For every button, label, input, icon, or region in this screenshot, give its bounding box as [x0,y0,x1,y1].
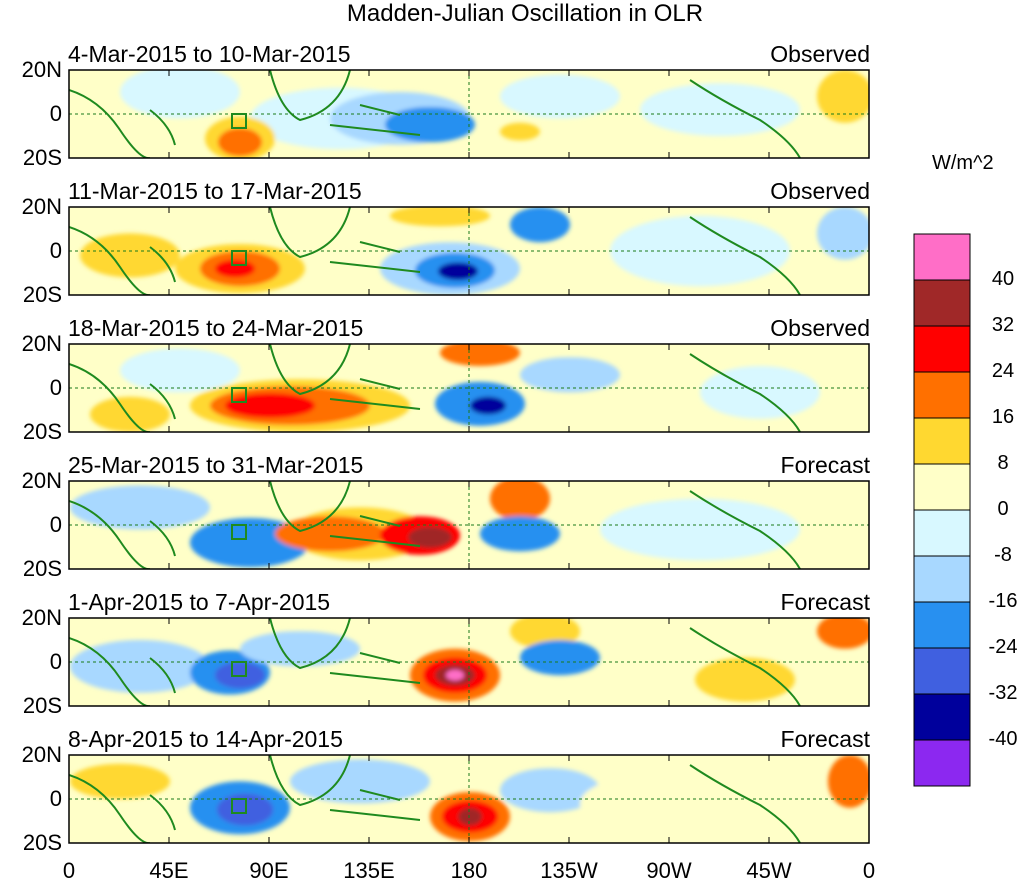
map-panel-2 [68,206,870,296]
panel-2-kind: Observed [770,178,870,204]
colorbar-swatch [913,233,971,281]
lat-label: 20S [22,693,62,718]
lon-label: 180 [450,858,488,883]
colorbar-level: -40 [988,728,1018,750]
colorbar-level: -8 [994,544,1012,566]
colorbar-level: 24 [991,360,1015,382]
lat-label: 20N [21,605,62,630]
map-panel-1 [68,69,870,159]
colorbar-level: 32 [991,314,1015,336]
colorbar-level: 8 [997,452,1009,474]
lon-label: 0 [862,858,876,883]
lat-label: 20S [22,145,62,170]
panel-4-kind: Forecast [780,452,870,478]
colorbar-swatch [913,279,971,327]
colorbar-level: 16 [991,406,1015,428]
panel-6-kind: Forecast [780,726,870,752]
lat-label: 0 [49,649,62,674]
lat-label: 0 [49,786,62,811]
lat-label: 0 [49,512,62,537]
colorbar-level: -16 [988,590,1018,612]
map-panel-5 [68,617,870,707]
panel-2-date: 11-Mar-2015 to 17-Mar-2015 [68,178,362,204]
colorbar [913,233,971,787]
figure-title: Madden-Julian Oscillation in OLR [346,0,704,27]
colorbar-swatch [913,417,971,465]
map-panel-4 [68,480,870,570]
colorbar-swatch [913,371,971,419]
colorbar-swatch [913,601,971,649]
panel-5-kind: Forecast [780,589,870,615]
colorbar-swatch [913,739,971,787]
lat-label: 20S [22,556,62,581]
lon-label: 45E [149,858,189,883]
lat-label: 20S [22,282,62,307]
colorbar-level: 0 [997,498,1009,520]
lat-label: 0 [49,375,62,400]
panel-1-kind: Observed [770,41,870,67]
lon-label: 90E [249,858,289,883]
panel-3-kind: Observed [770,315,870,341]
colorbar-level: 40 [991,268,1015,290]
lat-label: 20N [21,194,62,219]
lat-label: 20N [21,742,62,767]
colorbar-swatch [913,693,971,741]
lat-label: 20N [21,468,62,493]
panel-4-date: 25-Mar-2015 to 31-Mar-2015 [68,452,364,478]
lon-label: 45W [746,858,792,883]
colorbar-swatch [913,325,971,373]
map-panel-6 [68,754,870,844]
lat-label: 20S [22,419,62,444]
lon-label: 135W [540,858,598,883]
lat-label: 20N [21,57,62,82]
colorbar-swatch [913,463,971,511]
lat-label: 20N [21,331,62,356]
colorbar-swatch [913,647,971,695]
lon-label: 0 [62,858,76,883]
panel-6-date: 8-Apr-2015 to 14-Apr-2015 [68,726,343,752]
panel-1-date: 4-Mar-2015 to 10-Mar-2015 [68,41,351,67]
lon-label: 135E [343,858,395,883]
colorbar-level: -32 [988,682,1018,704]
panel-3-date: 18-Mar-2015 to 24-Mar-2015 [68,315,364,341]
colorbar-units: W/m^2 [932,152,994,174]
lon-label: 90W [646,858,692,883]
lat-label: 20S [22,830,62,855]
colorbar-swatch [913,555,971,603]
colorbar-level: -24 [988,636,1018,658]
lat-label: 0 [49,238,62,263]
map-panel-3 [68,343,870,433]
colorbar-swatch [913,509,971,557]
lat-label: 0 [49,101,62,126]
panel-5-date: 1-Apr-2015 to 7-Apr-2015 [68,589,331,615]
